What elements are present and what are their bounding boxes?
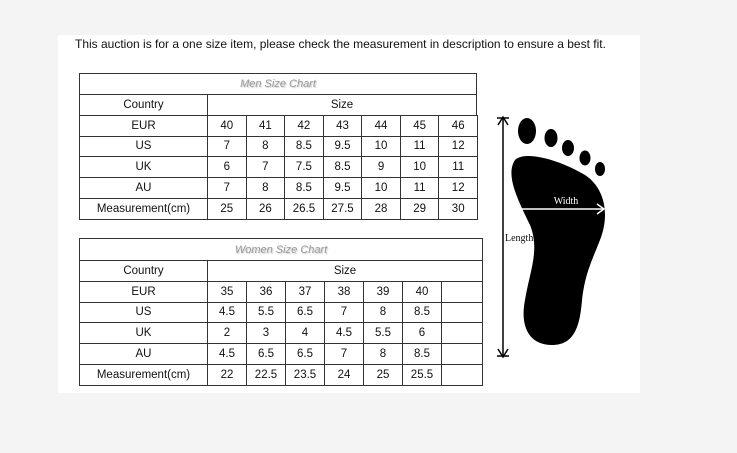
column-header: Country	[79, 94, 208, 116]
empty-cell	[441, 364, 483, 386]
column-header: Country	[79, 260, 208, 282]
column-header: Size	[207, 260, 483, 282]
size-value: 22.5	[246, 364, 286, 386]
size-value: 8.5	[284, 177, 324, 199]
table-title: Women Size Chart	[79, 238, 483, 261]
size-value: 6.5	[285, 301, 325, 324]
row-label: EUR	[79, 280, 208, 303]
size-value: 10	[399, 156, 440, 179]
size-value: 11	[438, 156, 478, 179]
size-value: 4.5	[207, 301, 247, 324]
size-value: 5.5	[246, 301, 286, 324]
size-value: 5.5	[363, 322, 403, 345]
size-value: 3	[246, 322, 286, 345]
empty-cell	[441, 301, 483, 324]
size-value: 12	[438, 177, 478, 199]
size-value: 7	[324, 301, 364, 324]
size-value: 46	[438, 114, 478, 137]
size-value: 24	[324, 364, 364, 386]
header-title: This auction is for a one size item, ple…	[75, 37, 606, 51]
size-value: 22	[207, 364, 247, 386]
size-value: 40	[402, 280, 442, 303]
size-value: 30	[438, 198, 478, 220]
size-value: 4	[285, 322, 325, 345]
size-value: 12	[438, 135, 478, 158]
size-value: 9.5	[322, 177, 363, 199]
size-value: 26.5	[284, 198, 324, 220]
size-value: 38	[324, 280, 364, 303]
size-value: 6.5	[285, 343, 325, 365]
empty-cell	[441, 322, 483, 345]
size-value: 9	[361, 156, 401, 179]
size-value: 25.5	[402, 364, 442, 386]
empty-cell	[441, 280, 483, 303]
column-header: Size	[207, 94, 477, 116]
row-label: EUR	[79, 114, 208, 137]
size-value: 25	[207, 198, 247, 220]
row-label: AU	[79, 177, 208, 199]
size-value: 9.5	[322, 135, 363, 158]
size-value: 29	[399, 198, 440, 220]
size-value: 35	[207, 280, 247, 303]
row-label: US	[79, 301, 208, 324]
size-value: 6.5	[246, 343, 286, 365]
size-value: 8.5	[322, 156, 363, 179]
size-value: 39	[363, 280, 403, 303]
size-value: 11	[399, 177, 440, 199]
size-value: 7	[207, 177, 247, 199]
size-value: 8	[363, 343, 403, 365]
row-label: UK	[79, 322, 208, 345]
width-label: Width	[554, 196, 579, 207]
size-value: 4.5	[207, 343, 247, 365]
size-value: 43	[322, 114, 363, 137]
row-label: UK	[79, 156, 208, 179]
row-label: AU	[79, 343, 208, 365]
row-label: Measurement(cm)	[79, 198, 208, 220]
size-value: 2	[207, 322, 247, 345]
size-value: 4.5	[324, 322, 364, 345]
size-value: 8	[245, 177, 286, 199]
size-value: 6	[207, 156, 247, 179]
size-value: 36	[246, 280, 286, 303]
size-value: 42	[284, 114, 324, 137]
size-value: 8	[245, 135, 286, 158]
table-title: Men Size Chart	[79, 73, 477, 95]
size-value: 7	[245, 156, 286, 179]
row-label: US	[79, 135, 208, 158]
empty-cell	[441, 343, 483, 365]
size-value: 10	[361, 135, 401, 158]
size-value: 23.5	[285, 364, 325, 386]
size-value: 45	[399, 114, 440, 137]
size-value: 10	[361, 177, 401, 199]
size-value: 44	[361, 114, 401, 137]
foot-diagram: Width Length	[497, 115, 606, 359]
size-value: 40	[207, 114, 247, 137]
length-label: Length	[505, 233, 533, 244]
size-value: 26	[245, 198, 286, 220]
size-value: 6	[402, 322, 442, 345]
size-value: 7	[324, 343, 364, 365]
size-value: 27.5	[322, 198, 363, 220]
size-value: 25	[363, 364, 403, 386]
size-value: 28	[361, 198, 401, 220]
size-value: 37	[285, 280, 325, 303]
row-label: Measurement(cm)	[79, 364, 208, 386]
size-value: 41	[245, 114, 286, 137]
size-value: 8.5	[284, 135, 324, 158]
size-value: 11	[399, 135, 440, 158]
size-value: 8.5	[402, 343, 442, 365]
size-value: 8	[363, 301, 403, 324]
size-value: 7.5	[284, 156, 324, 179]
size-value: 8.5	[402, 301, 442, 324]
size-value: 7	[207, 135, 247, 158]
